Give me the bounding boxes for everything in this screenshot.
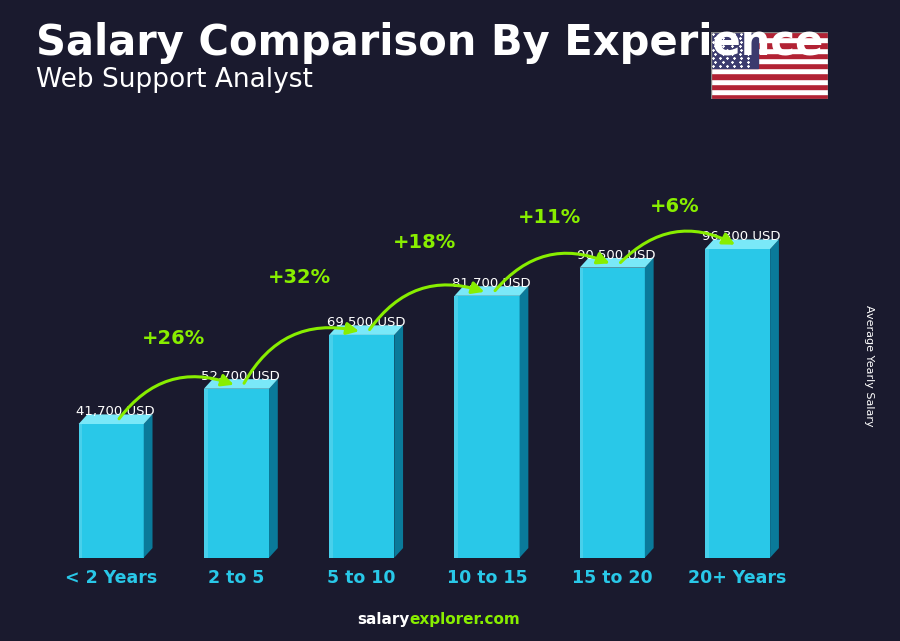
- Polygon shape: [454, 296, 519, 558]
- Bar: [711, 32, 828, 37]
- Polygon shape: [705, 239, 778, 249]
- Polygon shape: [78, 414, 152, 424]
- Text: 41,700 USD: 41,700 USD: [76, 405, 155, 418]
- Polygon shape: [329, 335, 333, 558]
- Bar: [711, 69, 828, 74]
- Polygon shape: [78, 424, 83, 558]
- Polygon shape: [204, 388, 208, 558]
- Bar: [711, 74, 828, 79]
- Text: +32%: +32%: [267, 268, 330, 287]
- Polygon shape: [454, 296, 458, 558]
- Polygon shape: [329, 335, 394, 558]
- Polygon shape: [705, 249, 770, 558]
- Text: Web Support Analyst: Web Support Analyst: [36, 67, 313, 94]
- Text: 96,300 USD: 96,300 USD: [703, 230, 781, 243]
- Bar: [711, 94, 828, 99]
- Text: +11%: +11%: [518, 208, 581, 227]
- Polygon shape: [580, 258, 653, 268]
- Text: Average Yearly Salary: Average Yearly Salary: [863, 304, 874, 426]
- Polygon shape: [144, 414, 152, 558]
- Bar: [711, 89, 828, 94]
- Polygon shape: [645, 258, 653, 558]
- Text: 90,500 USD: 90,500 USD: [577, 249, 656, 262]
- Polygon shape: [705, 249, 709, 558]
- Bar: [711, 79, 828, 84]
- Polygon shape: [78, 424, 144, 558]
- Text: 81,700 USD: 81,700 USD: [452, 277, 531, 290]
- Text: Salary Comparison By Experience: Salary Comparison By Experience: [36, 22, 824, 65]
- Polygon shape: [204, 379, 278, 388]
- Polygon shape: [394, 325, 403, 558]
- Text: +6%: +6%: [650, 197, 699, 216]
- Bar: [711, 42, 828, 47]
- Text: 69,500 USD: 69,500 USD: [327, 316, 405, 329]
- Bar: [711, 47, 828, 53]
- Bar: [711, 63, 828, 69]
- Bar: [711, 53, 828, 58]
- Bar: [711, 58, 828, 63]
- Polygon shape: [580, 268, 645, 558]
- Polygon shape: [204, 388, 269, 558]
- Text: explorer.com: explorer.com: [410, 612, 520, 627]
- Polygon shape: [454, 286, 528, 296]
- Polygon shape: [580, 268, 583, 558]
- Text: +18%: +18%: [392, 233, 456, 251]
- Text: +26%: +26%: [142, 329, 205, 348]
- Polygon shape: [770, 239, 778, 558]
- Polygon shape: [519, 286, 528, 558]
- Bar: [711, 84, 828, 89]
- Bar: [711, 32, 758, 69]
- Polygon shape: [269, 379, 278, 558]
- Text: salary: salary: [357, 612, 410, 627]
- Text: 52,700 USD: 52,700 USD: [202, 370, 280, 383]
- Bar: [711, 37, 828, 42]
- Polygon shape: [329, 325, 403, 335]
